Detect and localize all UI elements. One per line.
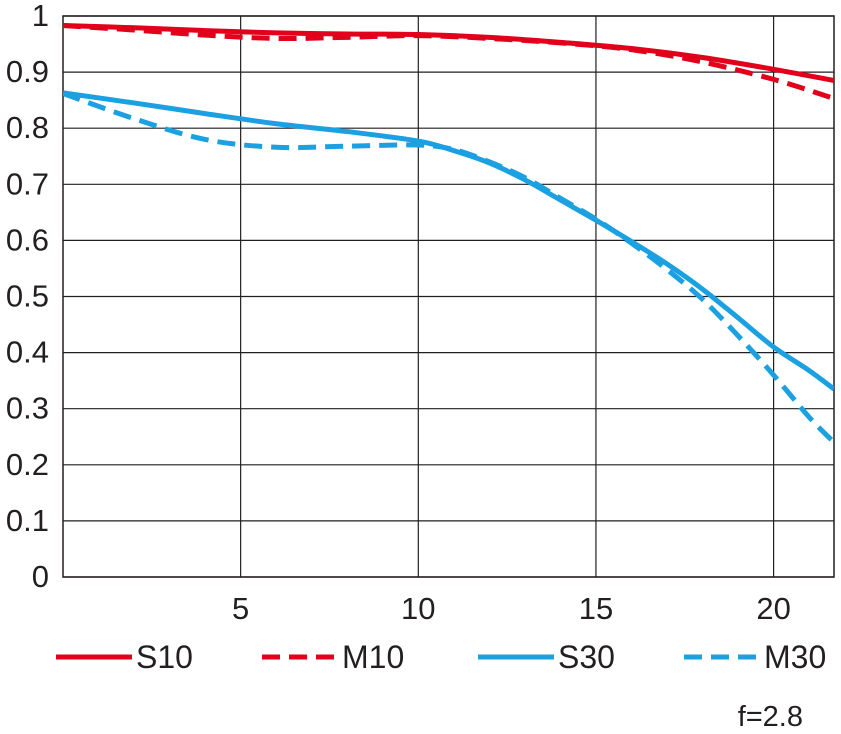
legend: S10 M10 S30 M30: [56, 639, 826, 675]
y-tick-label: 1: [32, 0, 49, 33]
y-tick-label: 0: [32, 559, 49, 594]
grid: [62, 15, 835, 578]
y-tick-label: 0.1: [6, 503, 49, 538]
legend-label-m30: M30: [764, 639, 826, 675]
series-line-s30: [63, 90, 834, 392]
series-line-m30: [63, 91, 834, 445]
y-tick-label: 0.5: [6, 279, 49, 314]
x-tick-label: 15: [579, 591, 613, 626]
y-tick-label: 0.9: [6, 54, 49, 89]
legend-label-s30: S30: [558, 639, 615, 675]
x-tick-label: 10: [401, 591, 435, 626]
plot-frame: [62, 15, 835, 578]
y-tick-label: 0.4: [6, 335, 49, 370]
series-lines: [63, 23, 834, 445]
x-tick-label: 20: [756, 591, 790, 626]
legend-label-s10: S10: [136, 639, 193, 675]
y-tick-label: 0.7: [6, 166, 49, 201]
aperture-label: f=2.8: [738, 701, 803, 733]
y-tick-labels: 0 0.1 0.2 0.3 0.4 0.5 0.6 0.7 0.8 0.9 1: [6, 0, 49, 594]
y-tick-label: 0.8: [6, 110, 49, 145]
y-tick-label: 0.6: [6, 222, 49, 257]
y-tick-label: 0.2: [6, 447, 49, 482]
legend-label-m10: M10: [342, 639, 404, 675]
x-tick-label: 5: [232, 591, 249, 626]
y-tick-label: 0.3: [6, 391, 49, 426]
x-tick-labels: 5 10 15 20: [232, 591, 791, 626]
series-line-s10: [63, 23, 834, 83]
